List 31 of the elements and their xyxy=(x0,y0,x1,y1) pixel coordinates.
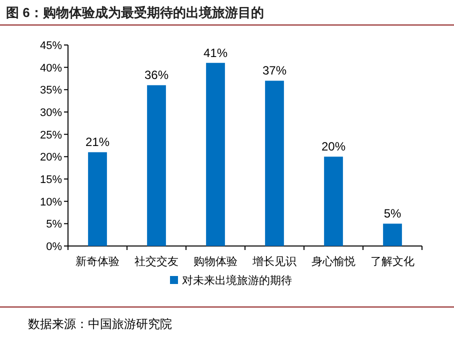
x-tick-label: 增长见识 xyxy=(252,255,296,268)
x-tick-label: 身心愉悦 xyxy=(312,255,356,268)
legend-label: 对未来出境旅游的期待 xyxy=(182,274,292,287)
y-tick-label: 20% xyxy=(40,152,62,164)
bar xyxy=(265,80,284,246)
y-tick-label: 35% xyxy=(40,84,62,97)
data-label: 5% xyxy=(384,206,402,221)
chart-title: 图 6：购物体验成为最受期待的出境旅游目的 xyxy=(6,5,264,20)
x-tick-label: 社交交友 xyxy=(134,255,178,268)
y-tick-label: 45% xyxy=(40,40,62,52)
x-tick-label: 新奇体验 xyxy=(76,255,120,268)
bar xyxy=(206,62,225,246)
source-note: 数据来源：中国旅游研究院 xyxy=(28,317,172,331)
y-tick-label: 10% xyxy=(40,196,62,208)
bar xyxy=(147,85,166,246)
bar xyxy=(383,224,402,246)
bar xyxy=(324,156,343,246)
y-tick-label: 0% xyxy=(46,241,62,253)
y-tick-label: 25% xyxy=(40,129,62,142)
bar xyxy=(88,152,107,246)
x-tick-label: 购物体验 xyxy=(194,256,238,268)
data-label: 37% xyxy=(262,64,287,78)
y-tick-label: 15% xyxy=(40,174,62,186)
data-label: 36% xyxy=(144,68,169,82)
data-label: 41% xyxy=(203,46,228,60)
y-tick-label: 5% xyxy=(46,218,62,231)
y-tick-label: 30% xyxy=(40,107,62,119)
y-tick-label: 40% xyxy=(40,62,62,74)
x-tick-label: 了解文化 xyxy=(370,255,414,268)
data-label: 21% xyxy=(85,135,110,150)
data-label: 20% xyxy=(321,140,346,154)
